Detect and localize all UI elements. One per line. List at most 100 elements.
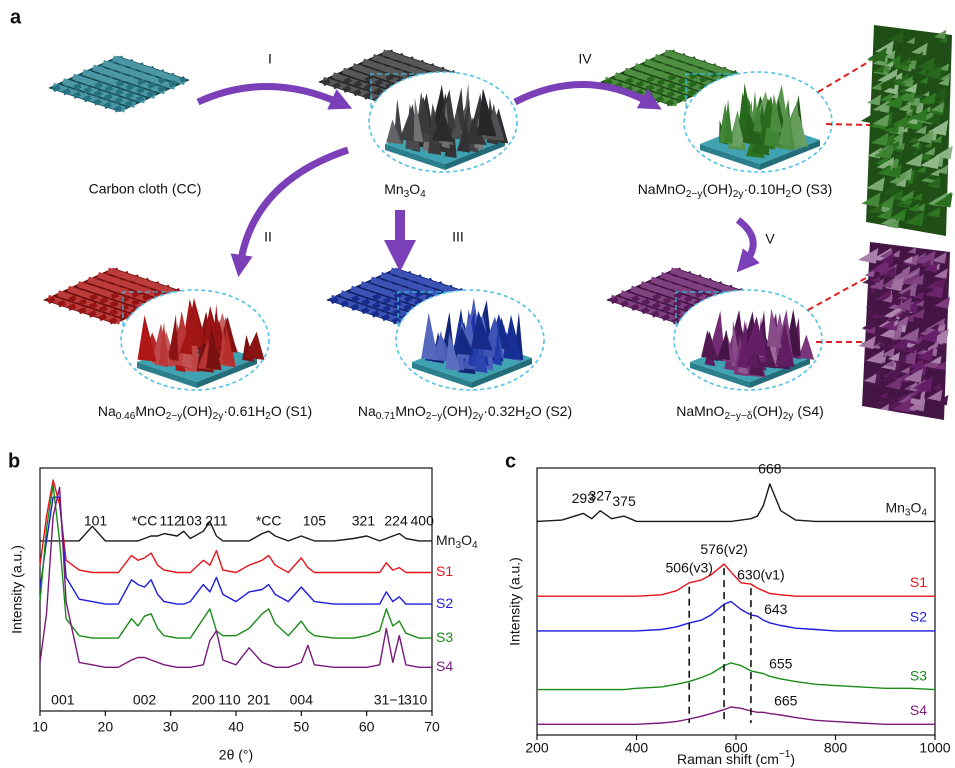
- peak-label: 630(v1): [737, 566, 784, 582]
- x-tick-label: 60: [359, 719, 375, 735]
- text-part: O: [911, 499, 922, 515]
- peak-label: 004: [290, 692, 314, 708]
- plot-frame: [40, 468, 432, 711]
- step-label: II: [264, 229, 272, 245]
- peak-label: 002: [133, 692, 157, 708]
- peak-label: 101: [84, 513, 108, 529]
- zoom-guide: [818, 61, 870, 92]
- peak-label: 400: [411, 513, 435, 529]
- sample-label: Na0.71MnO2−y(OH)2y·0.32H2O (S2): [358, 403, 572, 422]
- step-label: IV: [578, 51, 592, 67]
- peak-label: 506(v3): [666, 560, 713, 576]
- series-label: S3: [910, 667, 927, 683]
- x-axis-label: Raman shift (cm−1): [677, 749, 795, 767]
- peak-label: 001: [51, 692, 75, 708]
- series-label: S1: [436, 563, 453, 579]
- process-arrow: [198, 86, 342, 104]
- text-part: O (S1): [271, 403, 312, 419]
- series-label: S2: [910, 609, 927, 625]
- zoom-guide: [808, 278, 866, 310]
- peak-label: *CC: [132, 513, 158, 529]
- peak-label: 110: [218, 692, 241, 708]
- peak-label: 211: [205, 513, 228, 529]
- series-line: [537, 663, 935, 690]
- x-tick-label: 20: [98, 719, 114, 735]
- text-part: −1: [779, 749, 791, 760]
- peak-label: 375: [612, 493, 636, 509]
- series-line: [537, 564, 935, 596]
- surface-flake: [858, 248, 878, 264]
- x-tick-label: 40: [228, 719, 244, 735]
- text-part: ·0.32H: [483, 403, 525, 419]
- text-part: 2−y: [426, 411, 443, 422]
- text-part: 2−y: [686, 189, 703, 200]
- process-arrow: [240, 150, 348, 266]
- text-part: (OH): [442, 403, 472, 419]
- text-part: (S4): [793, 403, 823, 419]
- y-axis-label: Intensity (a.u.): [507, 557, 523, 646]
- text-part: Raman shift (cm: [677, 751, 779, 767]
- text-part: ·0.61H: [223, 403, 265, 419]
- panel-label: a: [10, 6, 22, 28]
- sample-label: Na0.46MnO2−y(OH)2y·0.61H2O (S1): [98, 403, 312, 422]
- peak-label: 665: [774, 693, 798, 709]
- text-part: (OH): [182, 403, 212, 419]
- text-part: 0.46: [116, 411, 136, 422]
- x-axis-label: 2θ (°): [219, 747, 253, 763]
- peak-label: 105: [303, 513, 327, 529]
- peak-label: 576(v2): [700, 541, 747, 557]
- peak-label: 668: [758, 461, 782, 477]
- series-label: S1: [910, 574, 927, 590]
- text-part: 4: [420, 189, 426, 200]
- text-part: O (S2): [531, 403, 572, 419]
- text-part: (OH): [702, 181, 732, 197]
- peak-label: 327: [589, 487, 613, 503]
- series-label: S2: [436, 595, 453, 611]
- text-part: O: [409, 181, 420, 197]
- sample-label: NaMnO2−y(OH)2y·0.10H2O (S3): [638, 181, 833, 200]
- plot-frame: [537, 468, 935, 735]
- text-part: Mn: [885, 499, 904, 515]
- sample: [48, 56, 190, 112]
- x-tick-label: 10: [32, 719, 48, 735]
- series-label: Mn3O4: [436, 532, 478, 551]
- peak-label: *CC: [256, 513, 282, 529]
- text-part: NaMnO: [638, 181, 686, 197]
- text-part: 2−y−δ: [724, 411, 752, 422]
- x-tick-label: 200: [525, 740, 549, 756]
- x-tick-label: 400: [625, 740, 649, 756]
- panel-label: c: [505, 450, 516, 472]
- sample: [606, 242, 950, 420]
- series-label: S3: [436, 629, 453, 645]
- x-tick-label: 70: [424, 719, 440, 735]
- text-part: ): [790, 751, 795, 767]
- series-line: [537, 602, 935, 631]
- x-tick-label: 30: [163, 719, 179, 735]
- series-line: [40, 485, 432, 638]
- text-part: NaMnO: [676, 403, 724, 419]
- step-label: I: [268, 51, 272, 67]
- text-part: O: [461, 532, 472, 548]
- step-label: V: [765, 231, 775, 247]
- process-arrow: [738, 220, 753, 264]
- text-part: (OH): [752, 403, 782, 419]
- peak-label: 224: [384, 513, 408, 529]
- text-part: MnO: [135, 403, 165, 419]
- peak-label: 200: [192, 692, 216, 708]
- sample-label: Carbon cloth (CC): [89, 181, 202, 197]
- figure: a Carbon cloth (CC) Mn3O4 NaMnO2−y(OH)2y·0.…: [0, 0, 955, 768]
- series-label: S4: [910, 702, 927, 718]
- y-axis-label: Intensity (a.u.): [9, 545, 25, 634]
- sample-label: Mn3O4: [384, 181, 426, 200]
- peak-label: 310: [404, 692, 428, 708]
- text-part: Na: [358, 403, 376, 419]
- text-part: 4: [921, 507, 927, 518]
- series-line: [537, 707, 935, 724]
- peak-label: 643: [764, 601, 788, 617]
- text-part: O (S3): [791, 181, 832, 197]
- x-tick-label: 800: [824, 740, 848, 756]
- text-part: Mn: [436, 532, 455, 548]
- text-part: ·0.10H: [743, 181, 785, 197]
- x-tick-label: 50: [294, 719, 310, 735]
- peak-label: 103: [179, 513, 203, 529]
